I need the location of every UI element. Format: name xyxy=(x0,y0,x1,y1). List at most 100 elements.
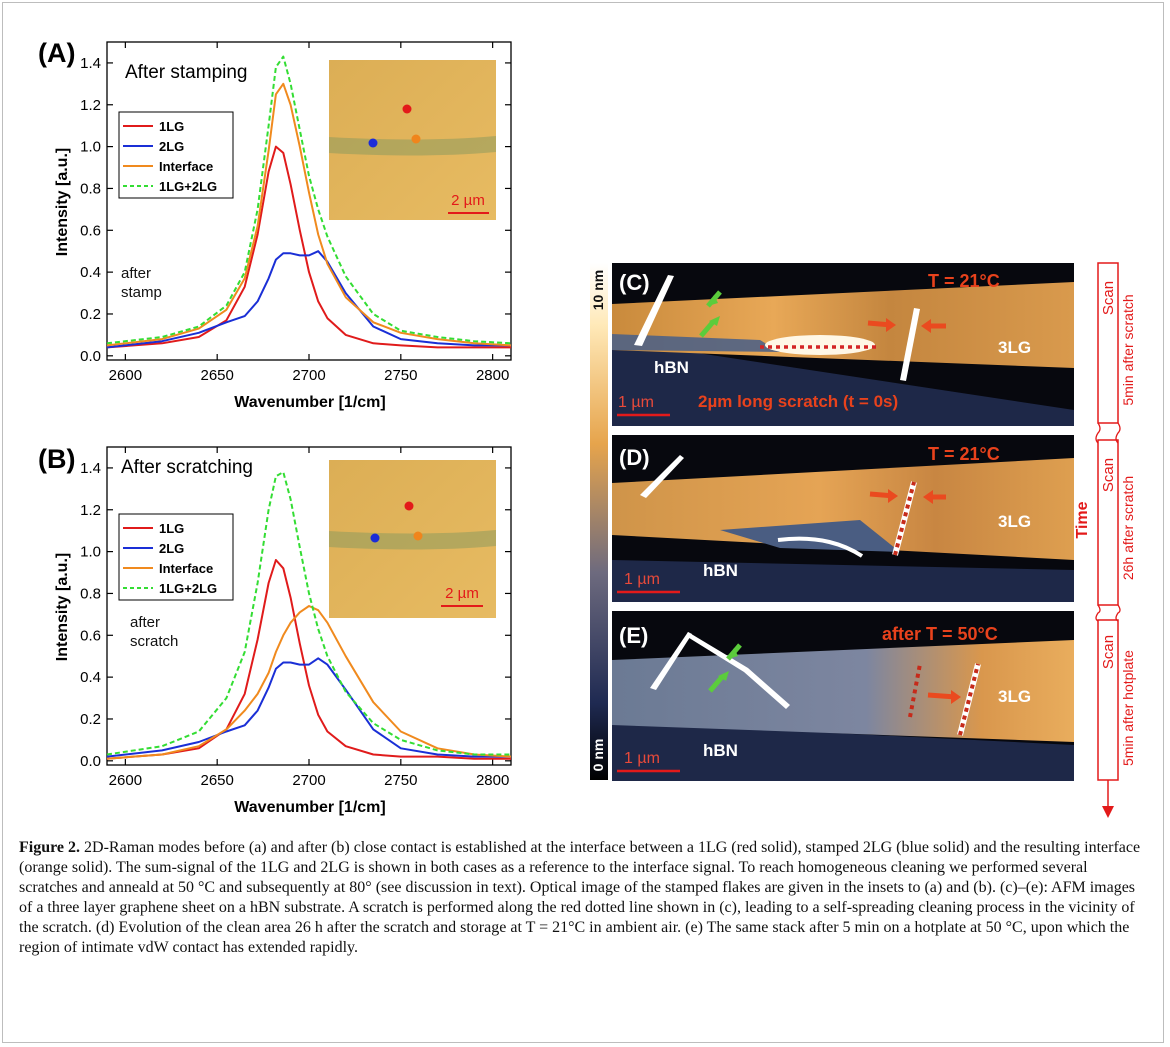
panel-a-xtick-label: 2650 xyxy=(200,367,233,384)
panel-b-ytick-label: 1.2 xyxy=(80,502,101,519)
timeline-break-2 xyxy=(1096,605,1120,621)
panel-a-ytick-label: 0.2 xyxy=(80,306,101,323)
afm-c-bright-spot xyxy=(765,335,875,355)
panel-a-xlabel: Wavenumber [1/cm] xyxy=(234,394,385,411)
scan-c-sub: 5min after scratch xyxy=(1120,294,1136,405)
panel-a-ytick-label: 0.4 xyxy=(80,264,101,281)
afm-c-letter: (C) xyxy=(619,270,650,295)
panel-a-ylabel: Intensity [a.u.] xyxy=(54,148,71,256)
panel-b-legend-label: 2LG xyxy=(159,541,184,556)
panel-a-xtick-label: 2750 xyxy=(384,367,417,384)
panel-a-ytick-label: 0.0 xyxy=(80,348,101,365)
panel-a-legend-label: Interface xyxy=(159,159,213,174)
panel-a-xtick-label: 2700 xyxy=(292,367,325,384)
afm-c-layer: 3LG xyxy=(998,338,1031,357)
afm-panels: 10 nm 0 nm (C) T = 21°C 3LG hBN 1 µm xyxy=(590,263,1136,818)
scan-d-sub: 26h after scratch xyxy=(1120,476,1136,580)
afm-panel-d: (D) T = 21°C 3LG hBN 1 µm xyxy=(612,435,1074,602)
afm-d-hbn-label: hBN xyxy=(703,561,738,580)
afm-c-scalebar-label: 1 µm xyxy=(618,394,654,411)
afm-e-scalebar-label: 1 µm xyxy=(624,750,660,767)
caption-label: Figure 2. xyxy=(19,839,80,856)
scan-c-title: Scan xyxy=(1100,281,1117,315)
panel-b-note-1: after xyxy=(130,614,160,631)
timeline-arrowhead xyxy=(1102,806,1114,818)
afm-d-letter: (D) xyxy=(619,445,650,470)
panel-b-point-interface xyxy=(414,532,423,541)
panel-a-note-2: stamp xyxy=(121,284,162,301)
panel-b-ytick-label: 0.8 xyxy=(80,585,101,602)
panel-b-plot: (B) 2600 2650 2700 2750 2800 0.0 0.2 0.4 0.6 0.8 1… xyxy=(38,444,511,816)
panel-a-note-1: after xyxy=(121,265,151,282)
panel-b-point-2lg xyxy=(371,534,380,543)
panel-b-series-2lg xyxy=(107,658,511,756)
panel-b-ytick-label: 0.0 xyxy=(80,753,101,770)
panel-b-ylabel: Intensity [a.u.] xyxy=(54,553,71,661)
afm-panel-e: (E) after T = 50°C 3LG hBN 1 µm xyxy=(612,611,1074,781)
panel-a-ytick-label: 1.2 xyxy=(80,97,101,114)
afm-d-temp: T = 21°C xyxy=(928,444,1000,464)
afm-c-hbn-label: hBN xyxy=(654,358,689,377)
panel-a-xtick-label: 2600 xyxy=(109,367,142,384)
panel-a-point-1lg xyxy=(403,105,412,114)
panel-a-legend-label: 2LG xyxy=(159,139,184,154)
afm-e-temp: after T = 50°C xyxy=(882,624,998,644)
afm-c-scratch-label: 2µm long scratch (t = 0s) xyxy=(698,392,898,411)
figure-caption: Figure 2. 2D-Raman modes before (a) and … xyxy=(19,838,1149,958)
panel-a-xtick-label: 2800 xyxy=(476,367,509,384)
panel-a-letter: (A) xyxy=(38,38,75,68)
afm-colorbar-top: 10 nm xyxy=(590,270,606,310)
panel-b-xtick-label: 2750 xyxy=(384,772,417,789)
panel-b-legend-label: 1LG xyxy=(159,521,184,536)
afm-panel-c: (C) T = 21°C 3LG hBN 1 µm 2µm long scrat… xyxy=(612,263,1074,426)
panel-a-inset: 2 µm xyxy=(329,60,496,220)
scan-e-title: Scan xyxy=(1100,635,1117,669)
panel-a-ytick-label: 1.4 xyxy=(80,55,101,72)
panel-b-note-2: scratch xyxy=(130,633,178,650)
panel-b-inset: 2 µm xyxy=(329,460,496,618)
figure-graphic: (A) 2600 2650 2700 2750 2800 0.0 0.2 0.4 0.6 0.8 1… xyxy=(0,0,1170,830)
afm-e-layer: 3LG xyxy=(998,687,1031,706)
panel-a-ytick-label: 1.0 xyxy=(80,139,101,156)
panel-b-xtick-label: 2700 xyxy=(292,772,325,789)
panel-b-xtick-label: 2650 xyxy=(200,772,233,789)
panel-b-legend-label: 1LG+2LG xyxy=(159,581,217,596)
afm-c-temp: T = 21°C xyxy=(928,271,1000,291)
afm-colorbar xyxy=(590,263,608,780)
panel-b-xtick-label: 2600 xyxy=(109,772,142,789)
afm-e-hbn-label: hBN xyxy=(703,741,738,760)
panel-a-ytick-label: 0.8 xyxy=(80,180,101,197)
panel-a-legend: 1LG 2LG Interface 1LG+2LG xyxy=(119,112,233,198)
panel-a-point-2lg xyxy=(369,139,378,148)
scan-e-sub: 5min after hotplate xyxy=(1120,650,1136,766)
afm-d-scalebar-label: 1 µm xyxy=(624,571,660,588)
panel-b-ytick-label: 1.0 xyxy=(80,544,101,561)
panel-b-ytick-label: 0.2 xyxy=(80,711,101,728)
afm-e-letter: (E) xyxy=(619,623,648,648)
panel-b-letter: (B) xyxy=(38,444,75,474)
panel-b-legend-label: Interface xyxy=(159,561,213,576)
panel-b-title: After scratching xyxy=(121,457,253,478)
afm-colorbar-bottom: 0 nm xyxy=(590,739,606,772)
panel-a-legend-label: 1LG xyxy=(159,119,184,134)
time-label: Time xyxy=(1074,501,1091,538)
panel-a-title: After stamping xyxy=(125,62,248,83)
panel-b-legend: 1LG 2LG Interface 1LG+2LG xyxy=(119,514,233,600)
panel-b-ytick-label: 0.4 xyxy=(80,669,101,686)
panel-a-plot: (A) 2600 2650 2700 2750 2800 0.0 0.2 0.4 0.6 0.8 1… xyxy=(38,38,511,411)
panel-a-point-interface xyxy=(412,135,421,144)
panel-b-point-1lg xyxy=(405,502,414,511)
panel-b-scalebar-label: 2 µm xyxy=(445,585,479,602)
panel-b-ytick-label: 0.6 xyxy=(80,627,101,644)
panel-b-xlabel: Wavenumber [1/cm] xyxy=(234,799,385,816)
panel-a-scalebar-label: 2 µm xyxy=(451,192,485,209)
panel-b-ytick-label: 1.4 xyxy=(80,460,101,477)
scan-timeline: Scan 5min after scratch Scan 26h after s… xyxy=(1096,263,1136,818)
panel-a-ytick-label: 0.6 xyxy=(80,222,101,239)
panel-a-series-2lg xyxy=(107,251,511,347)
panel-a-legend-label: 1LG+2LG xyxy=(159,179,217,194)
scan-d-title: Scan xyxy=(1100,458,1117,492)
panel-b-xtick-label: 2800 xyxy=(476,772,509,789)
afm-d-layer: 3LG xyxy=(998,512,1031,531)
caption-text: 2D-Raman modes before (a) and after (b) … xyxy=(19,839,1140,956)
